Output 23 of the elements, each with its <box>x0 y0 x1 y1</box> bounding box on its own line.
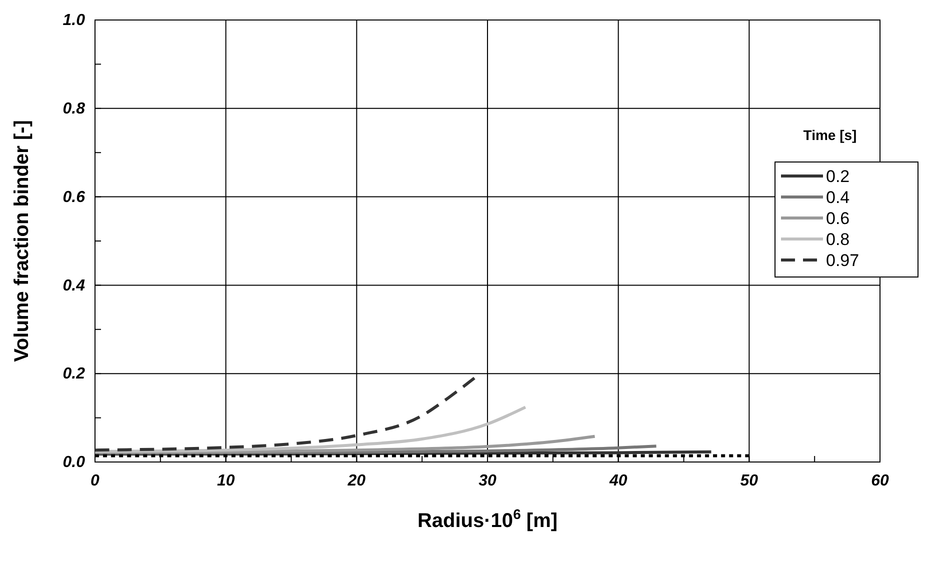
y-tick-label: 0.2 <box>62 366 86 383</box>
y-tick-label: 0.8 <box>62 100 86 118</box>
y-tick-label: 0.0 <box>62 454 86 472</box>
x-tick-label: 50 <box>740 472 758 490</box>
y-tick-label: 0.4 <box>62 277 86 294</box>
x-tick-label: 20 <box>346 472 366 490</box>
x-tick-label: 40 <box>608 472 628 490</box>
x-tick-label: 30 <box>478 472 496 490</box>
y-tick-label: 1.0 <box>62 12 86 30</box>
legend-label: 0.8 <box>826 230 850 249</box>
x-tick-label: 60 <box>871 472 889 490</box>
legend-title: Time [s] <box>803 127 857 143</box>
legend-label: 0.2 <box>826 167 850 186</box>
x-tick-label: 0 <box>90 472 100 490</box>
x-tick-label: 10 <box>216 472 235 490</box>
legend-label: 0.6 <box>826 209 850 228</box>
legend-label: 0.4 <box>826 188 850 207</box>
line-series <box>94 406 527 453</box>
y-tick-label: 0.6 <box>62 188 86 206</box>
x-axis-title: Radius·10$^{6}$ [m] <box>417 506 558 532</box>
legend-label: 0.97 <box>826 251 860 270</box>
line-series <box>94 376 476 452</box>
y-axis-title: Volume fraction binder [-] <box>11 120 33 362</box>
